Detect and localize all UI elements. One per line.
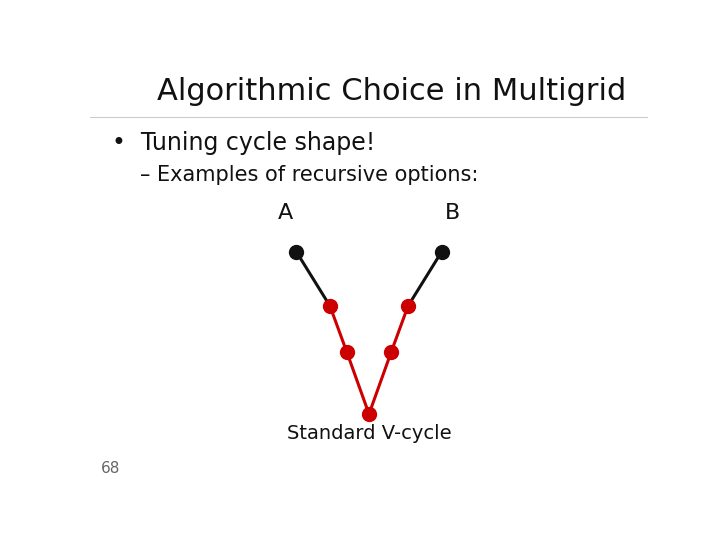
Text: – Examples of recursive options:: – Examples of recursive options: [140, 165, 479, 185]
Text: Algorithmic Choice in Multigrid: Algorithmic Choice in Multigrid [157, 77, 626, 106]
Text: •  Tuning cycle shape!: • Tuning cycle shape! [112, 131, 376, 156]
Text: 68: 68 [101, 462, 120, 476]
Point [436, 247, 447, 256]
Text: A: A [278, 203, 293, 223]
Point [386, 347, 397, 356]
Point [291, 247, 302, 256]
Point [324, 302, 336, 310]
Text: B: B [445, 203, 460, 223]
Point [402, 302, 414, 310]
Point [341, 347, 353, 356]
Point [364, 410, 375, 418]
Text: Standard V-cycle: Standard V-cycle [287, 424, 451, 443]
